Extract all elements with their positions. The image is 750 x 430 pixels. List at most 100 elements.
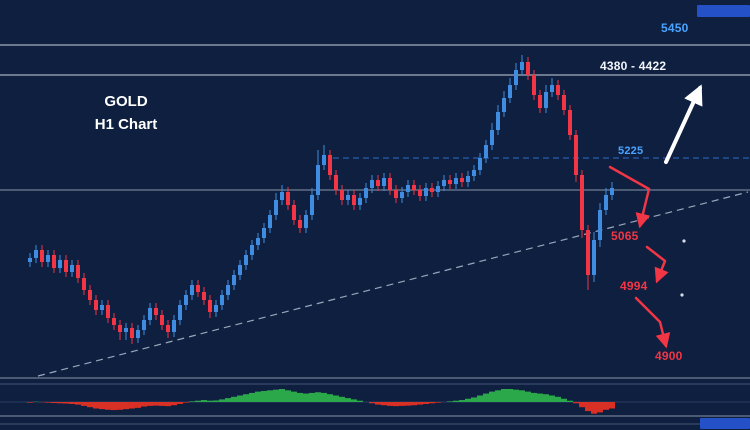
indicator-bar xyxy=(273,389,279,402)
indicator-bar xyxy=(513,389,519,402)
indicator-bar xyxy=(153,402,159,406)
indicator-bar xyxy=(297,392,303,402)
indicator-bar xyxy=(399,402,405,406)
candle-body xyxy=(418,190,422,196)
candle-body xyxy=(454,178,458,184)
indicator-bar xyxy=(555,396,561,402)
candle-body xyxy=(496,112,500,130)
indicator-bar xyxy=(123,402,129,410)
indicator-bar xyxy=(333,395,339,402)
candle-body xyxy=(472,170,476,176)
red-down-arrow-1 xyxy=(608,165,651,229)
candle-body xyxy=(70,265,74,272)
candle-body xyxy=(346,195,350,200)
candle-body xyxy=(142,320,146,330)
candle-body xyxy=(82,278,86,290)
candle-body xyxy=(136,330,140,338)
candle-body xyxy=(214,305,218,312)
candle-body xyxy=(160,315,164,325)
indicator-bar xyxy=(201,400,207,402)
candle-body xyxy=(460,178,464,182)
price-label-5225: 5225 xyxy=(618,145,644,157)
candle-body xyxy=(514,70,518,85)
candle-body xyxy=(184,295,188,305)
indicator-bar xyxy=(501,389,507,402)
chart-title: GOLD H1 Chart xyxy=(78,90,174,137)
indicator-bar xyxy=(477,395,483,402)
candle-body xyxy=(478,158,482,170)
indicator-bar xyxy=(585,402,591,412)
candle-body xyxy=(166,325,170,332)
candle-body xyxy=(88,290,92,300)
candle-body xyxy=(256,238,260,245)
candle-body xyxy=(106,305,110,318)
indicator-bar xyxy=(525,391,531,402)
indicator-bar xyxy=(93,402,99,409)
candle-body xyxy=(388,178,392,190)
candle-body xyxy=(232,275,236,285)
candle-body xyxy=(130,328,134,338)
indicator-bar xyxy=(417,402,423,405)
candle-body xyxy=(244,255,248,265)
candle-body xyxy=(442,180,446,186)
candle-body xyxy=(280,192,284,200)
candle-body xyxy=(196,285,200,292)
candle-body xyxy=(364,188,368,198)
price-label-zone: 4380 - 4422 xyxy=(600,59,667,73)
candle-body xyxy=(286,192,290,205)
indicator-bar xyxy=(117,402,123,410)
indicator-bar xyxy=(339,396,345,402)
candle-body xyxy=(112,318,116,325)
candle-body xyxy=(268,215,272,228)
indicator-bar xyxy=(75,402,81,405)
indicator-bar xyxy=(411,402,417,406)
indicator-bar xyxy=(315,392,321,402)
indicator-bar xyxy=(351,399,357,402)
indicator-bar xyxy=(549,395,555,402)
candle-body xyxy=(508,85,512,98)
candle-body xyxy=(40,250,44,262)
candle-body xyxy=(556,85,560,95)
candle-body xyxy=(568,110,572,135)
indicator-bar xyxy=(567,400,573,402)
candle-body xyxy=(598,210,602,240)
candle-body xyxy=(376,180,380,186)
candle-body xyxy=(352,195,356,205)
candle-body xyxy=(34,250,38,258)
indicator-bar xyxy=(27,402,33,403)
indicator-bar xyxy=(225,398,231,402)
indicator-bar xyxy=(309,392,315,402)
indicator-bar xyxy=(321,392,327,402)
indicator-bar xyxy=(459,400,465,402)
candle-body xyxy=(406,185,410,192)
candle-body xyxy=(502,98,506,112)
candle-body xyxy=(46,255,50,262)
indicator-bar xyxy=(57,402,63,404)
indicator-bar xyxy=(135,402,141,408)
indicator-bar xyxy=(231,396,237,402)
candle-body xyxy=(208,300,212,312)
candle-body xyxy=(304,215,308,228)
indicator-bar xyxy=(489,391,495,402)
indicator-bar xyxy=(249,392,255,402)
indicator-bar xyxy=(483,393,489,402)
candle-body xyxy=(124,328,128,332)
indicator-bar xyxy=(147,402,153,406)
candle-body xyxy=(358,198,362,205)
indicator-bar xyxy=(183,402,189,403)
indicator-bar xyxy=(447,401,453,402)
candle-body xyxy=(226,285,230,295)
indicator-bar xyxy=(111,402,117,411)
indicator-bar xyxy=(51,402,57,404)
candle-body xyxy=(424,188,428,196)
indicator-bar xyxy=(405,402,411,406)
indicator-bar xyxy=(327,394,333,402)
indicator-bar xyxy=(381,402,387,406)
candle-body xyxy=(538,95,542,108)
indicator-bar xyxy=(81,402,87,406)
red-down-arrow-2 xyxy=(645,245,669,284)
candle-body xyxy=(448,180,452,184)
candle-body xyxy=(58,260,62,268)
candle-body xyxy=(94,300,98,310)
